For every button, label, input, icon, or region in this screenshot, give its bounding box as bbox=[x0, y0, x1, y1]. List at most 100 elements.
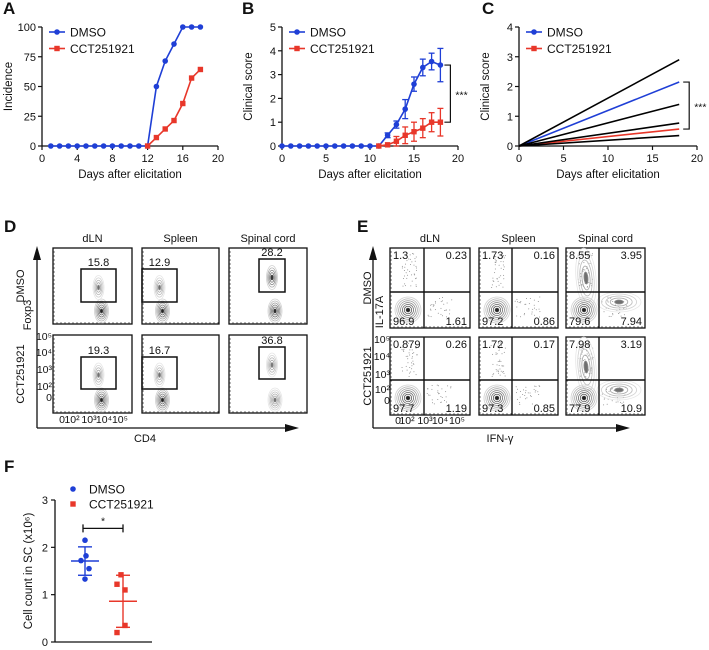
event-dot bbox=[533, 299, 535, 301]
event-dot bbox=[428, 394, 430, 396]
event-dot bbox=[414, 274, 416, 276]
contour-plot: 1.3 0.23 96.9 1.61 bbox=[389, 247, 471, 329]
event-dot bbox=[503, 266, 505, 268]
contour-plot: 1.72 0.17 97.3 0.85 bbox=[478, 336, 559, 416]
event-dot bbox=[618, 312, 620, 314]
y-tick-label: 0 bbox=[507, 141, 513, 153]
y-tick-label: 10⁴ bbox=[374, 351, 390, 363]
data-point-circle bbox=[48, 143, 54, 149]
contour-plot: 12.9 bbox=[141, 247, 220, 325]
contour-plot: 16.7 bbox=[141, 334, 220, 414]
fit-bound-line bbox=[518, 103, 680, 147]
event-dot bbox=[415, 374, 417, 376]
quadrant-percentage: 7.94 bbox=[621, 316, 642, 328]
event-dot bbox=[530, 395, 532, 397]
event-dot bbox=[612, 313, 614, 315]
data-point-circle bbox=[323, 143, 329, 149]
contour-level bbox=[396, 298, 420, 322]
contour-level bbox=[403, 305, 413, 315]
data-point-circle bbox=[83, 143, 89, 149]
data-point-circle bbox=[86, 565, 92, 572]
contour-level bbox=[154, 277, 165, 298]
event-dot bbox=[502, 286, 504, 288]
event-dot bbox=[612, 314, 614, 316]
event-dot bbox=[519, 402, 521, 404]
event-dot bbox=[445, 396, 447, 398]
data-point-square bbox=[144, 143, 151, 149]
data-point-circle bbox=[83, 553, 89, 559]
event-dot bbox=[430, 304, 432, 306]
event-dot bbox=[451, 299, 453, 301]
x-tick-label: 0 bbox=[516, 153, 522, 165]
event-dot bbox=[535, 309, 537, 311]
contour-level bbox=[605, 383, 633, 397]
data-point-circle bbox=[70, 486, 76, 492]
event-dot bbox=[448, 404, 450, 406]
contour-level bbox=[487, 388, 507, 408]
data-point-circle bbox=[65, 143, 72, 149]
quadrant-percentage: 96.9 bbox=[393, 316, 414, 328]
quadrant-percentage: 77.9 bbox=[569, 403, 590, 415]
data-point-circle bbox=[393, 121, 400, 128]
contour-level bbox=[268, 300, 282, 322]
event-dot bbox=[533, 389, 535, 391]
y-tick-label: 10² bbox=[375, 384, 391, 396]
contour-level bbox=[267, 298, 283, 324]
contour-level bbox=[155, 298, 170, 324]
contour-plot: 28.2 bbox=[228, 247, 308, 325]
contour-level bbox=[609, 297, 629, 307]
event-dot bbox=[412, 363, 414, 365]
event-dot bbox=[503, 278, 505, 280]
event-dot bbox=[434, 301, 436, 303]
legend-label: CCT251921 bbox=[310, 42, 375, 56]
event-dot bbox=[440, 401, 442, 403]
event-dot bbox=[590, 368, 592, 370]
x-axis-label: CD4 bbox=[134, 433, 156, 445]
event-dot bbox=[411, 357, 413, 359]
data-point-square bbox=[428, 119, 435, 125]
event-dot bbox=[407, 358, 409, 360]
event-dot bbox=[411, 274, 413, 276]
contour-level bbox=[156, 389, 169, 411]
event-dot bbox=[516, 398, 518, 400]
contour-plot: 36.8 bbox=[228, 334, 308, 414]
y-tick-label: 1 bbox=[42, 590, 48, 602]
chart-B: 0 1 2 3 4 5 0 5 10 15 20 Days after elicitation Clin… bbox=[243, 22, 468, 181]
event-dot bbox=[409, 254, 411, 256]
event-dot bbox=[590, 367, 592, 369]
arrowhead bbox=[616, 424, 630, 432]
event-dot bbox=[590, 282, 592, 284]
event-dot bbox=[495, 369, 497, 371]
contour-level bbox=[95, 282, 102, 293]
event-dot bbox=[611, 388, 613, 390]
event-dot bbox=[437, 399, 439, 401]
event-dot bbox=[587, 272, 589, 274]
event-dot bbox=[503, 257, 505, 259]
event-dot bbox=[590, 370, 592, 372]
y-tick-label: 25 bbox=[24, 111, 36, 123]
contour-level bbox=[581, 354, 591, 380]
data-point-circle bbox=[109, 143, 116, 149]
quadrant-percentage: 0.85 bbox=[534, 403, 555, 415]
event-dot bbox=[620, 315, 622, 317]
event-dot bbox=[537, 300, 539, 302]
x-tick-label: 0 bbox=[59, 414, 65, 426]
event-dot bbox=[501, 256, 503, 258]
event-dot bbox=[412, 360, 414, 362]
event-dot bbox=[522, 394, 524, 396]
event-dot bbox=[492, 374, 494, 376]
contour-level bbox=[96, 391, 107, 409]
data-point-circle bbox=[296, 143, 303, 149]
contour-level bbox=[97, 284, 101, 291]
gate bbox=[80, 268, 117, 303]
contour-level bbox=[578, 392, 590, 404]
event-dot bbox=[497, 256, 499, 258]
event-dot bbox=[409, 270, 411, 272]
gate-percentage: 19.3 bbox=[88, 345, 109, 357]
event-dot bbox=[623, 308, 625, 310]
fit-bound-line bbox=[518, 134, 680, 147]
x-tick-label: 20 bbox=[212, 153, 224, 165]
quadrant-percentage: 1.73 bbox=[482, 250, 503, 262]
gate-percentage: 16.7 bbox=[149, 345, 170, 357]
event-dot bbox=[493, 256, 495, 258]
